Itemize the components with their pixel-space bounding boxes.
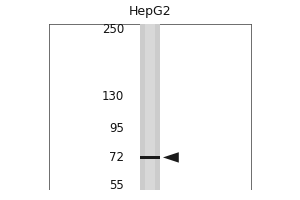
- Text: 72: 72: [109, 151, 124, 164]
- Text: 95: 95: [109, 122, 124, 135]
- Bar: [140, 24, 160, 190]
- Polygon shape: [163, 152, 179, 163]
- Bar: [145, 24, 155, 190]
- Bar: [140, 156, 160, 159]
- Text: 250: 250: [102, 23, 124, 36]
- Text: 130: 130: [102, 90, 124, 103]
- Text: 55: 55: [109, 179, 124, 192]
- Text: HepG2: HepG2: [129, 5, 171, 18]
